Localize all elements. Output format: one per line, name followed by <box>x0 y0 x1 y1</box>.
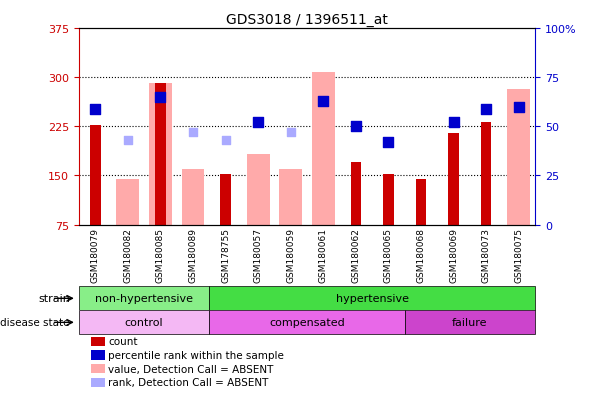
Point <box>514 104 523 111</box>
Bar <box>79 311 209 335</box>
Bar <box>209 311 405 335</box>
Bar <box>117 179 139 225</box>
Text: value, Detection Call = ABSENT: value, Detection Call = ABSENT <box>108 364 274 374</box>
Title: GDS3018 / 1396511_at: GDS3018 / 1396511_at <box>226 12 388 26</box>
Bar <box>448 133 459 225</box>
Bar <box>351 163 361 225</box>
Point <box>91 106 100 113</box>
Text: strain: strain <box>38 294 70 304</box>
Point <box>319 98 328 105</box>
Bar <box>405 311 535 335</box>
Bar <box>507 90 530 225</box>
Point <box>449 120 458 126</box>
Text: percentile rank within the sample: percentile rank within the sample <box>108 350 284 360</box>
Bar <box>220 175 231 225</box>
Bar <box>155 84 165 225</box>
Point <box>319 98 328 105</box>
Text: count: count <box>108 337 138 347</box>
Point <box>156 94 165 101</box>
Point <box>254 120 263 126</box>
Text: failure: failure <box>452 318 488 328</box>
Bar <box>312 73 335 225</box>
Point <box>351 123 361 130</box>
Bar <box>79 287 209 311</box>
Point <box>123 138 133 144</box>
Text: non-hypertensive: non-hypertensive <box>95 294 193 304</box>
Point <box>514 104 523 111</box>
Text: control: control <box>125 318 164 328</box>
Bar <box>182 169 204 225</box>
Point <box>221 138 230 144</box>
Point <box>482 106 491 113</box>
Text: compensated: compensated <box>269 318 345 328</box>
Bar <box>481 122 491 225</box>
Bar <box>149 84 172 225</box>
Point <box>384 139 393 146</box>
Bar <box>416 179 426 225</box>
Bar <box>247 154 269 225</box>
Text: hypertensive: hypertensive <box>336 294 409 304</box>
Bar <box>279 169 302 225</box>
Bar <box>90 126 100 225</box>
Point <box>188 130 198 136</box>
Text: rank, Detection Call = ABSENT: rank, Detection Call = ABSENT <box>108 377 269 387</box>
Text: disease state: disease state <box>1 318 70 328</box>
Bar <box>209 287 535 311</box>
Point <box>156 94 165 101</box>
Bar <box>383 175 393 225</box>
Point <box>286 130 295 136</box>
